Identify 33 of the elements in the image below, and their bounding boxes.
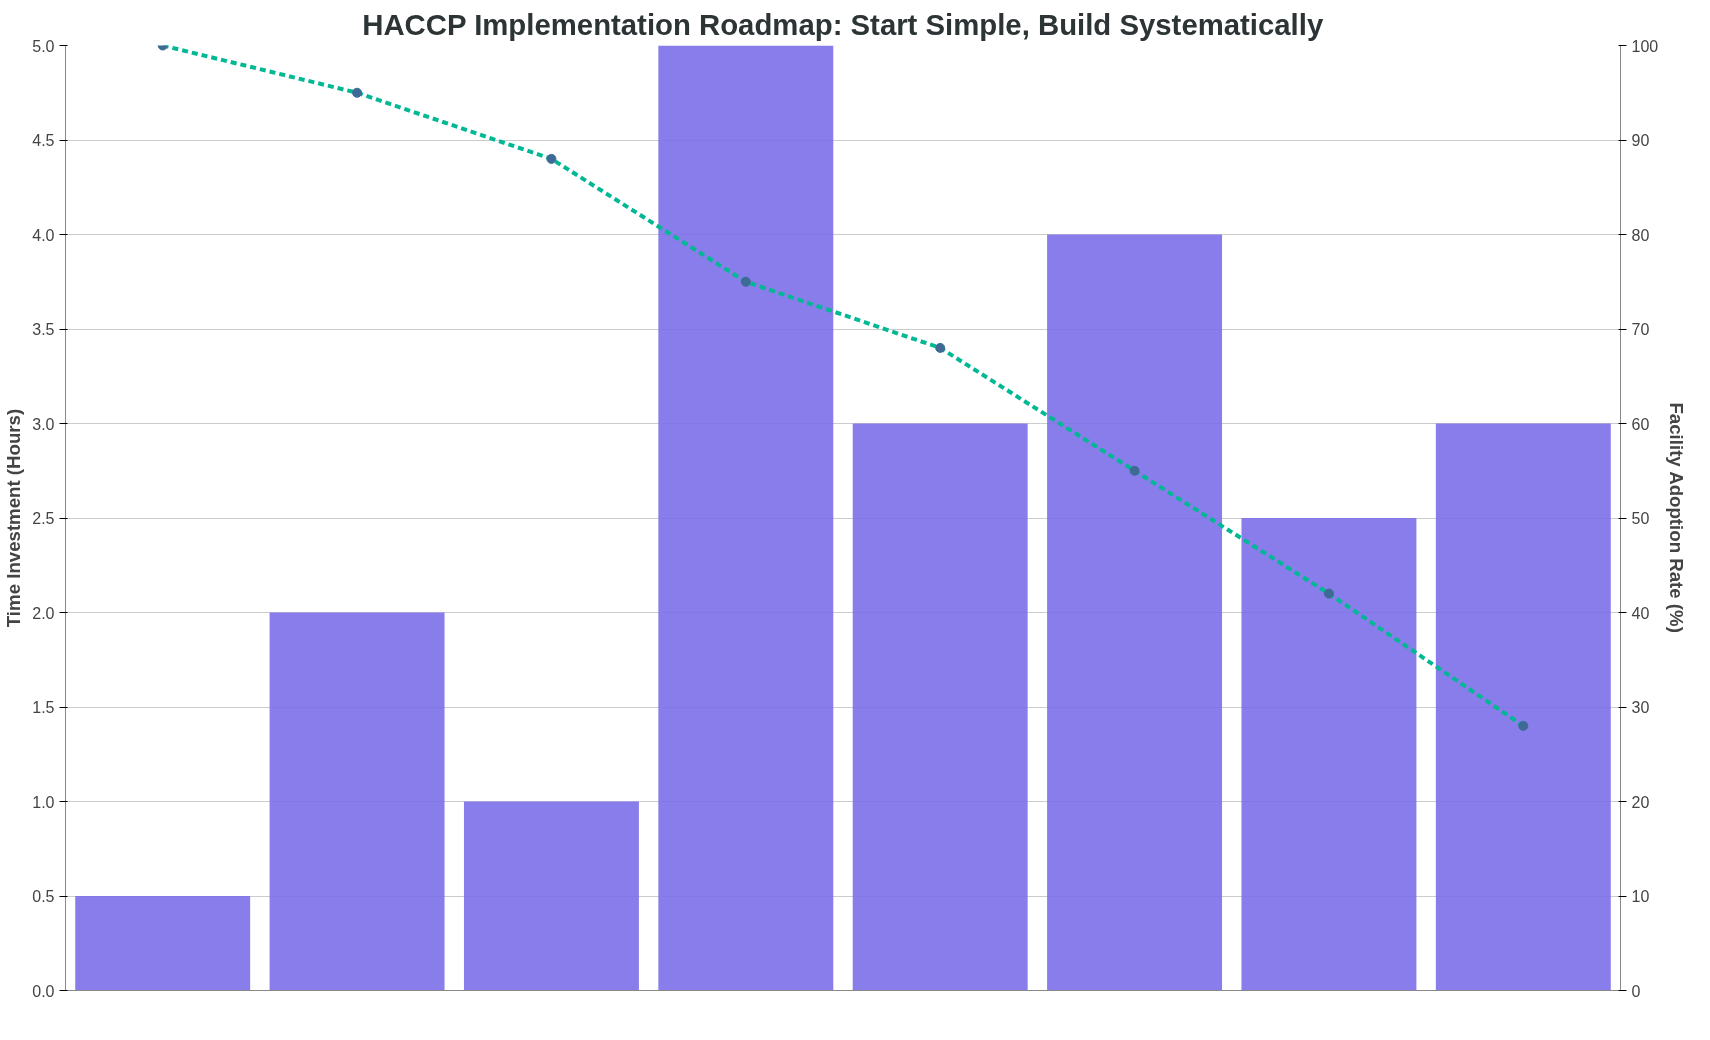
- bar: [269, 612, 445, 991]
- y-tick-label: 2.0: [32, 604, 55, 622]
- y-tick-label: 3.0: [32, 415, 55, 433]
- bar: [1047, 234, 1223, 991]
- y-tick-label: 4.0: [32, 226, 55, 244]
- y-tick-label: 1.5: [32, 699, 55, 716]
- y-tick-label: 1.0: [32, 793, 55, 811]
- y2-tick-label: 80: [1631, 226, 1650, 244]
- chart-title: HACCP Implementation Roadmap: Start Simple, Build Systematically: [362, 7, 1324, 41]
- y2-tick-label: 70: [1631, 321, 1650, 338]
- y2-axis-title: Facility Adoption Rate (%): [1666, 402, 1688, 633]
- y2-tick-label: 0: [1631, 982, 1641, 1000]
- y2-tick-label: 50: [1631, 510, 1650, 527]
- bar: [75, 896, 251, 991]
- y2-tick-label: 60: [1631, 415, 1650, 433]
- bar: [1241, 518, 1417, 991]
- y-tick-label: 2.5: [32, 510, 55, 527]
- bar: [852, 423, 1028, 991]
- y-axis-title: Time Investment (Hours): [3, 408, 25, 628]
- y2-tick-label: 40: [1631, 604, 1650, 622]
- y2-tick-label: 100: [1631, 37, 1659, 55]
- y-tick-label: 4.5: [32, 132, 55, 149]
- y-tick-label: 3.5: [32, 321, 55, 338]
- y2-tick-label: 20: [1631, 793, 1650, 811]
- y-tick-label: 0.0: [32, 982, 55, 1000]
- y2-tick-label: 10: [1631, 888, 1650, 905]
- y-tick-label: 0.5: [32, 888, 55, 905]
- y2-tick-label: 30: [1631, 699, 1650, 716]
- y2-tick-label: 90: [1631, 132, 1650, 149]
- bar: [658, 45, 834, 991]
- bar: [1435, 423, 1611, 991]
- bar: [463, 801, 639, 991]
- y-tick-label: 5.0: [32, 37, 55, 55]
